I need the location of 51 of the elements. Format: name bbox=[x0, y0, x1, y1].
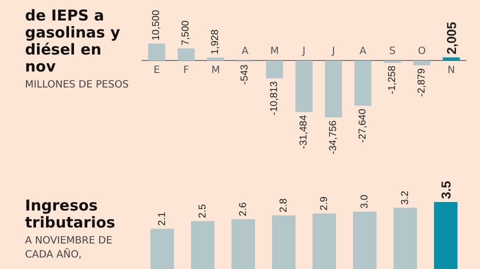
data-label: -31,484 bbox=[298, 114, 310, 150]
x-tick-label: M bbox=[270, 46, 279, 58]
data-label: -10,813 bbox=[269, 80, 280, 116]
x-tick-label: J bbox=[302, 46, 306, 58]
bar bbox=[272, 215, 296, 269]
chart-title: de IEPS a gasolinas y diésel en nov bbox=[25, 6, 126, 76]
data-label: -543 bbox=[240, 64, 251, 85]
data-label: 10,500 bbox=[151, 9, 162, 41]
x-tick-label: S bbox=[389, 46, 396, 58]
chart-title: Ingresos tributarios bbox=[25, 196, 116, 232]
bar bbox=[442, 57, 460, 61]
data-label: 2.5 bbox=[197, 204, 208, 218]
x-tick-label: N bbox=[448, 65, 456, 76]
data-label: -1,258 bbox=[386, 65, 398, 94]
data-label: 3.2 bbox=[400, 190, 411, 205]
data-label: -2,879 bbox=[416, 68, 428, 97]
bar bbox=[354, 60, 372, 106]
bar bbox=[295, 60, 313, 112]
bar bbox=[150, 228, 174, 269]
data-label: 3.0 bbox=[359, 194, 370, 209]
bar bbox=[207, 58, 224, 61]
data-label: 3.5 bbox=[438, 180, 454, 199]
bar bbox=[353, 212, 376, 269]
data-label: 2.9 bbox=[318, 196, 330, 210]
bar bbox=[266, 60, 284, 78]
x-tick-label: F bbox=[183, 65, 190, 76]
x-tick-label: J bbox=[330, 46, 335, 58]
data-label: -34,756 bbox=[328, 120, 339, 154]
data-label: 1,928 bbox=[210, 29, 222, 55]
x-tick-label: O bbox=[418, 46, 426, 58]
data-label: 2,005 bbox=[444, 22, 459, 54]
x-tick-label: M bbox=[211, 65, 220, 76]
bar bbox=[191, 221, 214, 269]
bar bbox=[312, 213, 336, 269]
x-tick-label: E bbox=[154, 65, 160, 76]
bar bbox=[232, 219, 255, 269]
data-label: 7,500 bbox=[180, 20, 192, 46]
bar bbox=[434, 202, 458, 269]
data-label: -27,640 bbox=[357, 108, 368, 143]
data-label: 2.8 bbox=[278, 198, 290, 212]
bar bbox=[324, 60, 342, 118]
bar bbox=[148, 44, 166, 61]
data-label: 2.6 bbox=[238, 202, 249, 216]
data-label: 2.1 bbox=[156, 211, 168, 226]
bar bbox=[394, 208, 417, 269]
text: MILLONES DE PESOS bbox=[25, 80, 129, 90]
x-tick-label: A bbox=[242, 46, 249, 58]
text: A NOVIEMBRE DE CADA AÑO, bbox=[25, 236, 116, 260]
bar bbox=[413, 60, 430, 66]
x-tick-label: A bbox=[359, 46, 366, 58]
bar bbox=[178, 48, 195, 61]
